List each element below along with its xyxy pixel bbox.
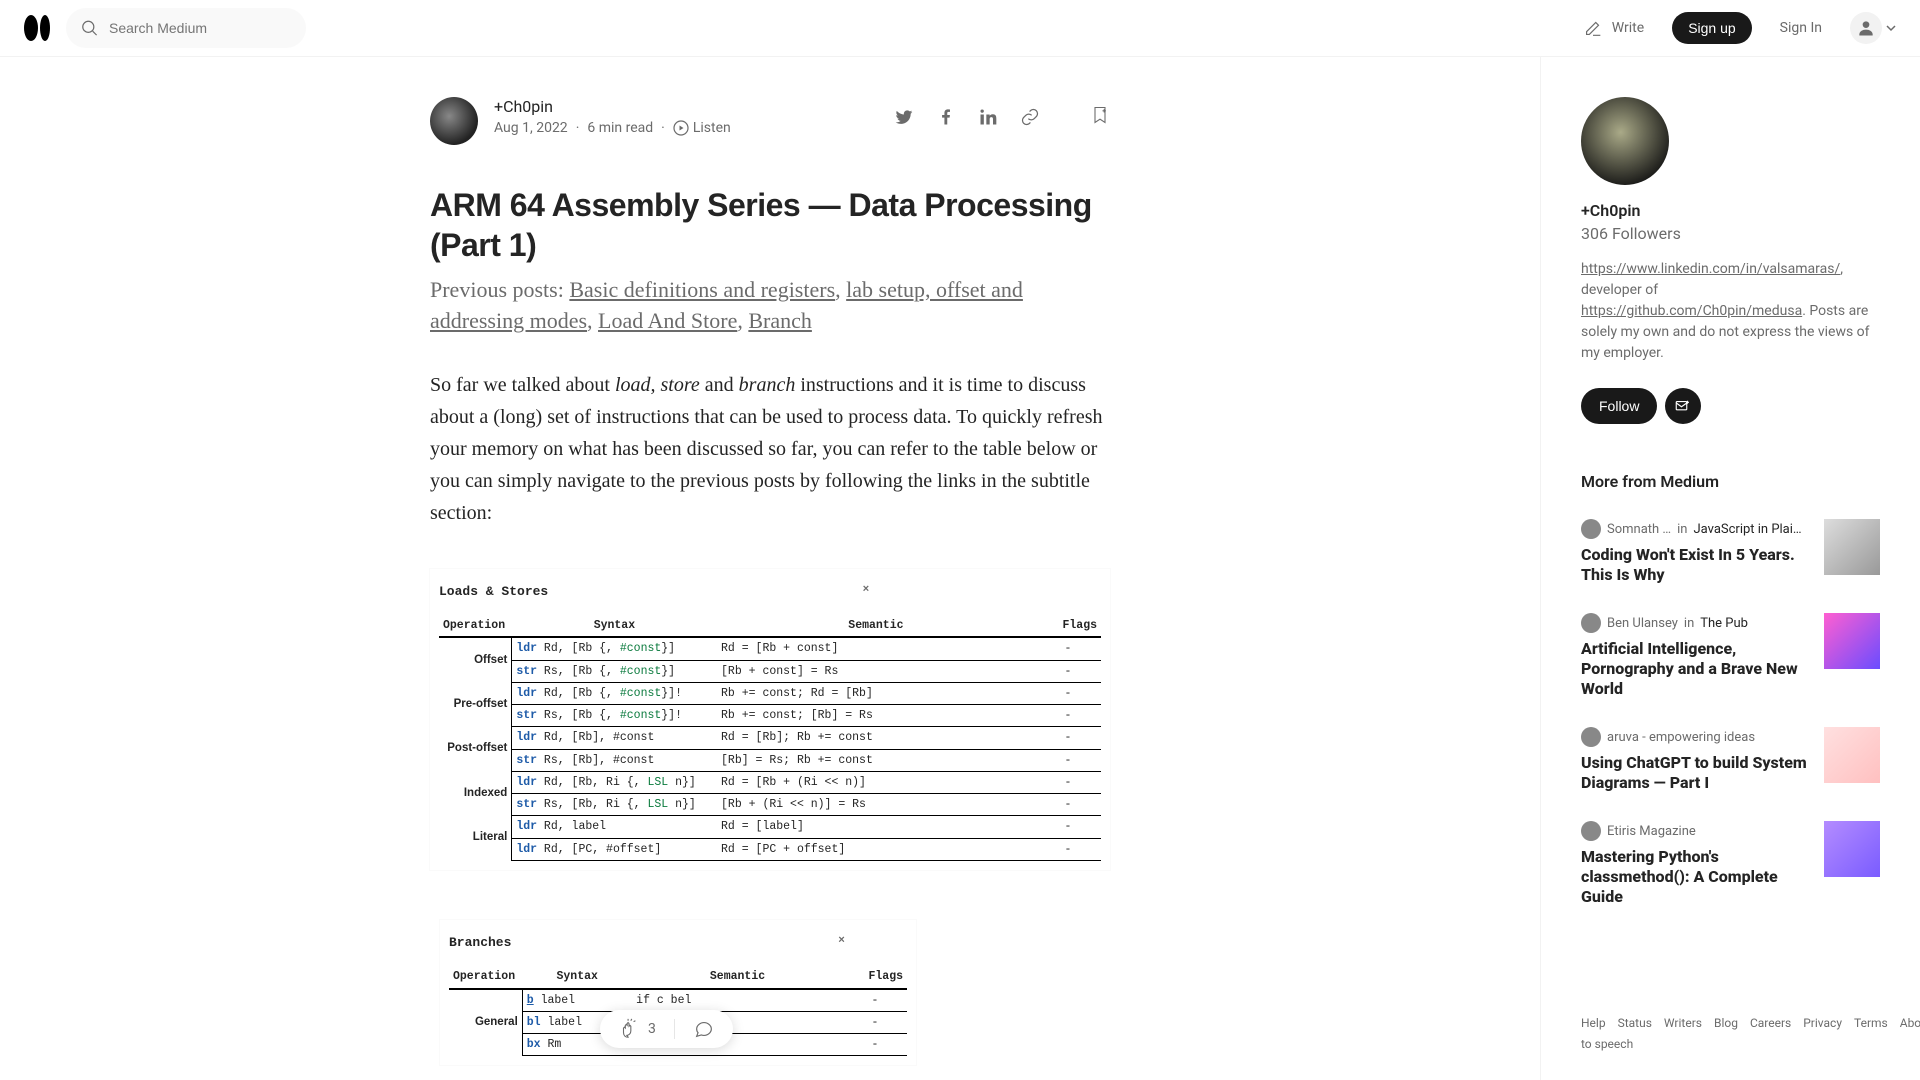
sidebar: +Ch0pin 306 Followers https://www.linked…: [1540, 57, 1920, 1080]
rec-author-avatar: [1581, 821, 1601, 841]
loads-stores-table: Loads & Stores×OperationSyntaxSemanticFl…: [430, 569, 1110, 870]
linkedin-icon[interactable]: [978, 107, 998, 127]
rec-thumbnail[interactable]: [1824, 727, 1880, 783]
mail-plus-icon: [1674, 397, 1692, 415]
publish-date: Aug 1, 2022: [494, 120, 568, 136]
rec-thumbnail[interactable]: [1824, 821, 1880, 877]
play-icon: [673, 120, 689, 136]
author-name[interactable]: +Ch0pin: [494, 97, 553, 116]
footer-link[interactable]: Blog: [1714, 1016, 1738, 1030]
profile-avatar[interactable]: [1581, 97, 1669, 185]
rec-author[interactable]: Ben Ulansey in The Pub: [1581, 613, 1808, 633]
recommendation[interactable]: Etiris Magazine Mastering Python's class…: [1581, 821, 1880, 907]
separator: ·: [576, 120, 580, 136]
rec-author-avatar: [1581, 519, 1601, 539]
rec-thumbnail[interactable]: [1824, 613, 1880, 669]
profile-name[interactable]: +Ch0pin: [1581, 201, 1880, 220]
bio-link-github[interactable]: https://github.com/Ch0pin/medusa: [1581, 303, 1802, 319]
footer-link[interactable]: Writers: [1664, 1016, 1702, 1030]
article: +Ch0pin Aug 1, 2022 · 6 min read · Liste…: [430, 97, 1110, 1080]
link-icon[interactable]: [1020, 107, 1040, 127]
rec-author[interactable]: aruva - empowering ideas: [1581, 727, 1808, 747]
read-time: 6 min read: [587, 120, 653, 136]
recommendation[interactable]: Ben Ulansey in The Pub Artificial Intell…: [1581, 613, 1880, 699]
link-branch[interactable]: Branch: [748, 308, 812, 333]
article-title: ARM 64 Assembly Series — Data Processing…: [430, 185, 1110, 265]
twitter-icon[interactable]: [894, 107, 914, 127]
rec-thumbnail[interactable]: [1824, 519, 1880, 575]
link-load-store[interactable]: Load And Store: [598, 308, 737, 333]
rec-author[interactable]: Somnath … in JavaScript in Plai…: [1581, 519, 1808, 539]
footer-link[interactable]: About: [1900, 1016, 1920, 1030]
facebook-icon[interactable]: [936, 107, 956, 127]
nav-right: Write Sign up Sign In: [1582, 12, 1896, 44]
clap-bar: 3: [600, 1010, 733, 1048]
separator: ·: [661, 120, 665, 136]
rec-author[interactable]: Etiris Magazine: [1581, 821, 1808, 841]
bookmark-icon[interactable]: [1090, 105, 1110, 125]
signup-button[interactable]: Sign up: [1672, 12, 1751, 44]
search-input[interactable]: [109, 20, 292, 36]
footer-link[interactable]: Privacy: [1803, 1016, 1842, 1030]
followers-count[interactable]: 306 Followers: [1581, 224, 1880, 243]
search-wrap[interactable]: [66, 8, 306, 48]
listen-button[interactable]: Listen: [673, 120, 731, 136]
write-label: Write: [1612, 20, 1644, 36]
clap-count: 3: [648, 1021, 656, 1037]
signin-button[interactable]: Sign In: [1780, 20, 1822, 36]
search-icon: [80, 17, 99, 39]
medium-logo[interactable]: [24, 15, 50, 41]
comment-icon: [693, 1018, 715, 1040]
recommendation[interactable]: Somnath … in JavaScript in Plai… Coding …: [1581, 519, 1880, 585]
rec-title[interactable]: Coding Won't Exist In 5 Years. This Is W…: [1581, 545, 1808, 585]
write-button[interactable]: Write: [1582, 17, 1644, 39]
default-avatar-icon: [1850, 12, 1882, 44]
bio-link-linkedin[interactable]: https://www.linkedin.com/in/valsamaras/: [1581, 261, 1840, 277]
footer-links: HelpStatusWritersBlogCareersPrivacyTerms…: [1581, 1013, 1880, 1056]
footer-link[interactable]: Status: [1618, 1016, 1652, 1030]
article-subtitle: Previous posts: Basic definitions and re…: [430, 275, 1110, 337]
listen-label: Listen: [693, 120, 731, 136]
footer-link[interactable]: Careers: [1750, 1016, 1791, 1030]
write-icon: [1582, 17, 1604, 39]
subscribe-button[interactable]: [1665, 388, 1701, 424]
author-avatar[interactable]: [430, 97, 478, 145]
follow-button[interactable]: Follow: [1581, 388, 1657, 424]
separator: [674, 1019, 675, 1039]
clap-button[interactable]: 3: [618, 1018, 656, 1040]
author-row: +Ch0pin Aug 1, 2022 · 6 min read · Liste…: [430, 97, 1110, 145]
article-paragraph: So far we talked about load, store and b…: [430, 369, 1110, 529]
top-nav: Write Sign up Sign In: [0, 0, 1920, 57]
profile-bio: https://www.linkedin.com/in/valsamaras/,…: [1581, 259, 1880, 364]
rec-author-avatar: [1581, 613, 1601, 633]
footer-link[interactable]: Help: [1581, 1016, 1606, 1030]
clap-icon: [618, 1018, 640, 1040]
rec-title[interactable]: Using ChatGPT to build System Diagrams —…: [1581, 753, 1808, 793]
rec-title[interactable]: Mastering Python's classmethod(): A Comp…: [1581, 847, 1808, 907]
more-from-medium-heading: More from Medium: [1581, 472, 1880, 491]
rec-author-avatar: [1581, 727, 1601, 747]
link-basic-defs[interactable]: Basic definitions and registers: [569, 277, 835, 302]
avatar-menu[interactable]: [1850, 12, 1896, 44]
comment-button[interactable]: [693, 1018, 715, 1040]
recommendation[interactable]: aruva - empowering ideas Using ChatGPT t…: [1581, 727, 1880, 793]
rec-title[interactable]: Artificial Intelligence, Pornography and…: [1581, 639, 1808, 699]
footer-link[interactable]: Terms: [1854, 1016, 1888, 1030]
chevron-down-icon: [1886, 23, 1896, 33]
